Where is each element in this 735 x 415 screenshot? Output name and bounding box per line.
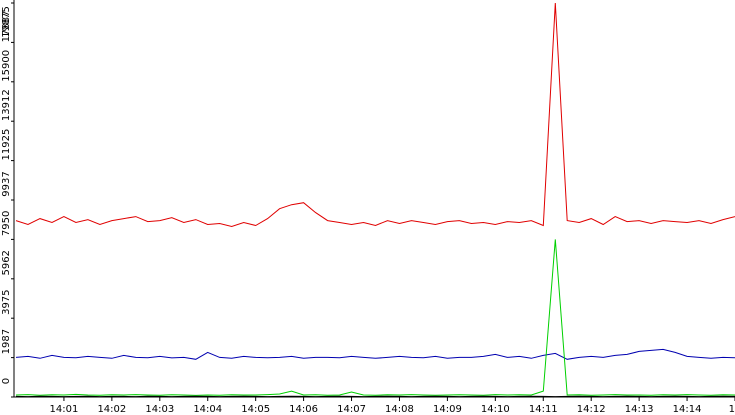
series-line [15,239,735,396]
y-tick-label: 3975 [1,289,12,314]
x-tick-label: 14:04 [193,404,222,415]
x-tick-label: 14:10 [481,404,510,415]
y-tick-label: 0 [1,378,12,384]
y-tick-label: 13912 [1,89,12,121]
series-line [15,348,735,360]
series-line [15,2,735,228]
x-tick-label: 14:06 [289,404,318,415]
x-tick-label: 14:01 [50,404,79,415]
y-tick-label: 19875 [1,6,12,38]
y-tick-label: 7950 [1,211,12,236]
x-tick-label: 14:11 [529,404,558,415]
x-tick-label: 14 [729,404,735,415]
y-tick-label: 5962 [1,250,12,275]
y-tick-label: 1987 [1,329,12,354]
y-tick-label: 17887 [1,11,12,43]
y-tick-label: 15900 [1,50,12,82]
x-tick-label: 14:02 [97,404,126,415]
y-tick-label: 11925 [1,129,12,161]
x-tick-label: 14:09 [433,404,462,415]
y-tick-label: 9937 [1,171,12,196]
x-tick-label: 14:14 [673,404,702,415]
x-tick-label: 14:08 [385,404,414,415]
x-tick-label: 14:12 [577,404,606,415]
x-tick-label: 14:03 [145,404,174,415]
x-tick-label: 14:05 [241,404,270,415]
x-tick-label: 14:13 [625,404,654,415]
x-tick-label: 14:07 [337,404,366,415]
